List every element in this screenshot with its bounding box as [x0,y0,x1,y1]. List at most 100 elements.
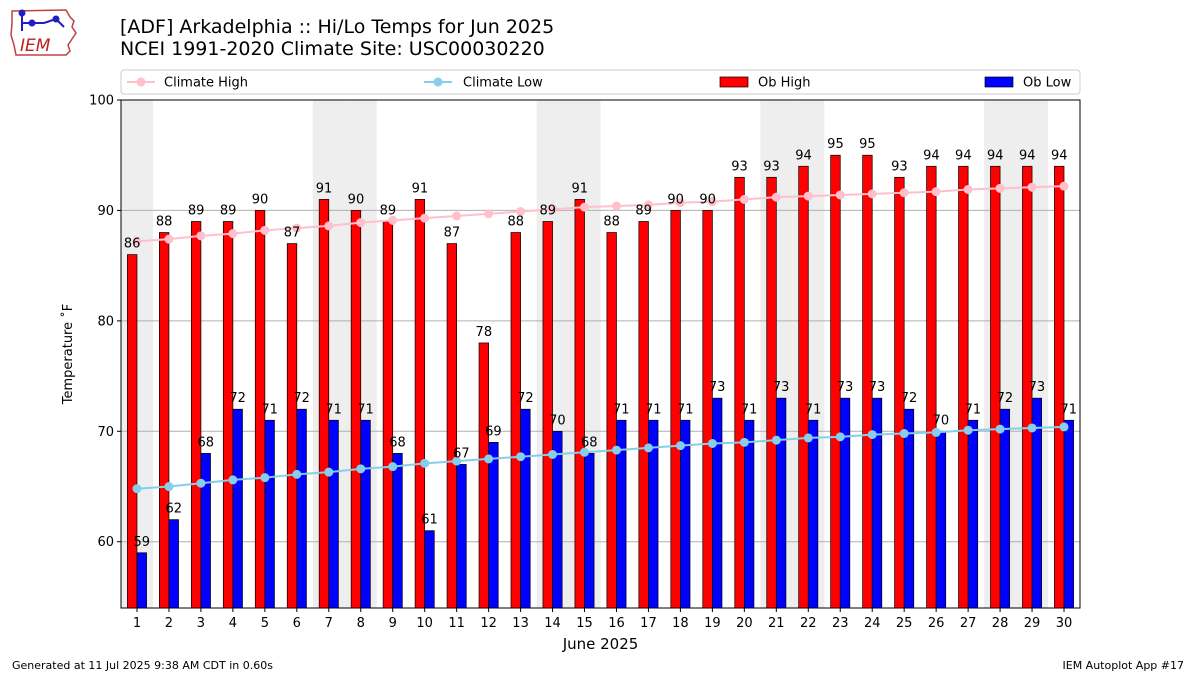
ob-high-bar [574,199,585,609]
legend-climate-high-marker [136,77,146,87]
title-line-2: NCEI 1991-2020 Climate Site: USC00030220 [120,38,545,60]
iem-logo: IEM [8,5,80,59]
climate-low-point [611,445,621,455]
climate-low-point [516,452,526,462]
climate-high-point [803,191,813,201]
ob-high-bar [734,176,745,609]
climate-high-point [484,209,494,219]
climate-low-point [707,438,717,448]
ob-high-bar [190,221,202,609]
ob-high-label: 91 [571,181,588,196]
ob-low-label: 73 [709,380,726,395]
climate-low-point [196,478,206,488]
legend-ob-low-swatch [984,76,1014,88]
climate-high-point [899,188,909,198]
x-tick-label: 9 [389,616,397,631]
x-tick-label: 15 [576,616,593,631]
ob-low-label: 62 [165,502,182,517]
x-tick-label: 11 [448,616,465,631]
ob-high-bar [926,165,937,609]
legend-box [120,69,1081,95]
ob-high-label: 78 [476,325,493,340]
climate-high-point [388,215,398,225]
x-tick-label: 22 [800,616,817,631]
ob-low-bar [328,419,339,609]
climate-low-point [963,425,973,435]
climate-high-point [771,192,781,202]
ob-low-bar [264,419,275,609]
ob-low-bar [999,408,1011,609]
x-tick-label: 21 [768,616,785,631]
ob-high-bar [159,232,170,609]
iowa-outline [10,9,77,56]
ob-high-bar [382,221,394,609]
ob-low-label: 61 [421,513,438,528]
ob-low-label: 72 [517,391,534,406]
ob-high-label: 94 [955,148,972,163]
climate-high-point [611,201,621,211]
ob-low-bar [232,408,243,609]
ob-low-label: 71 [965,402,982,417]
ob-high-label: 93 [731,159,748,174]
x-tick-label: 16 [608,616,625,631]
legend-climate-low-marker [433,77,443,87]
climate-low-point [899,429,909,439]
climate-high-point [580,202,590,212]
ob-low-bar [168,519,179,609]
climate-low-point [356,464,366,474]
climate-low-point [548,449,558,459]
x-tick-label: 3 [197,616,205,631]
climate-low-point [771,435,781,445]
legend-ob-low-label: Ob Low [1023,76,1072,91]
ob-high-bar [127,254,138,609]
legend-climate-low-label: Climate Low [463,76,543,91]
plot-frame [120,99,1081,609]
climate-low-point [388,462,398,472]
x-tick-label: 14 [544,616,561,631]
ob-low-bar [807,419,819,609]
climate-low-point [675,441,685,451]
ob-low-bar [296,408,307,609]
climate-low-point [260,473,270,483]
ob-high-label: 87 [444,226,461,241]
ob-high-bar [510,232,521,609]
ob-high-label: 90 [699,192,716,207]
ob-low-bar [488,441,499,609]
ob-low-label: 71 [645,402,662,417]
climate-low-point [132,484,142,494]
climate-high-point [324,221,334,231]
ob-low-bar [584,453,595,609]
ob-high-label: 89 [635,203,652,218]
ob-high-label: 87 [284,226,301,241]
climate-low-point [292,469,302,479]
ob-high-label: 95 [859,137,876,152]
ob-high-bar [1054,165,1065,609]
y-tick-label: 100 [89,94,114,109]
y-tick-label: 90 [97,204,114,219]
climate-high-point [356,218,366,228]
climate-high-point [260,225,270,235]
climate-high-point [452,211,462,221]
ob-high-label: 94 [923,148,940,163]
ob-low-label: 73 [773,380,790,395]
ob-low-bar [424,530,435,609]
x-tick-label: 30 [1056,616,1073,631]
x-tick-label: 10 [416,616,433,631]
footer-generated: Generated at 11 Jul 2025 9:38 AM CDT in … [12,659,273,672]
ob-high-label: 94 [1051,148,1068,163]
x-tick-label: 6 [293,616,301,631]
ob-low-bar [136,552,147,609]
ob-high-bar [798,165,809,609]
x-tick-label: 24 [864,616,881,631]
ob-low-label: 72 [293,391,310,406]
climate-low-point [1027,423,1037,433]
ob-low-bar [743,419,755,609]
ob-high-bar [702,210,713,609]
ob-low-label: 72 [901,391,918,406]
x-tick-label: 27 [960,616,977,631]
ob-low-label: 71 [741,402,758,417]
ob-high-bar [958,165,969,609]
ob-high-label: 94 [987,148,1004,163]
climate-high-point [867,189,877,199]
ob-low-label: 71 [325,402,342,417]
